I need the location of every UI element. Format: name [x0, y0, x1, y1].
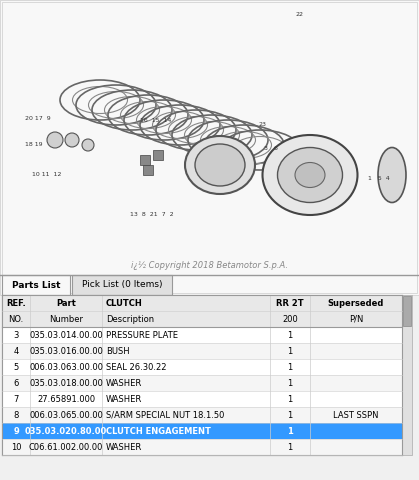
Text: S/ARM SPECIAL NUT 18.1.50: S/ARM SPECIAL NUT 18.1.50 — [106, 410, 225, 420]
Text: SEAL 26.30.22: SEAL 26.30.22 — [106, 362, 166, 372]
Text: P/N: P/N — [349, 314, 363, 324]
Ellipse shape — [185, 136, 255, 194]
Text: 27.65891.000: 27.65891.000 — [37, 395, 95, 404]
Ellipse shape — [295, 163, 325, 188]
Text: 1: 1 — [287, 331, 292, 339]
Text: WASHER: WASHER — [106, 443, 142, 452]
Text: 18 19: 18 19 — [25, 143, 43, 147]
Text: 3   6: 3 6 — [264, 145, 278, 151]
Text: Superseded: Superseded — [328, 299, 384, 308]
Bar — [2, 343, 402, 359]
Text: 8: 8 — [13, 410, 19, 420]
Text: 035.03.018.00.00: 035.03.018.00.00 — [29, 379, 103, 387]
Bar — [2, 295, 402, 455]
Ellipse shape — [195, 144, 245, 186]
Ellipse shape — [277, 147, 342, 203]
Bar — [2, 2, 417, 293]
Bar — [72, 275, 172, 295]
Ellipse shape — [47, 132, 63, 148]
Bar — [153, 150, 163, 160]
Text: 20 17  9: 20 17 9 — [25, 116, 51, 120]
Bar — [2, 439, 402, 455]
Bar — [403, 296, 411, 326]
Text: RR 2T: RR 2T — [276, 299, 304, 308]
Text: i¿½ Copyright 2018 Betamotor S.p.A.: i¿½ Copyright 2018 Betamotor S.p.A. — [130, 261, 287, 269]
Text: BUSH: BUSH — [106, 347, 129, 356]
Text: WASHER: WASHER — [106, 395, 142, 404]
Text: 006.03.065.00.00: 006.03.065.00.00 — [29, 410, 103, 420]
Text: Pick List (0 Items): Pick List (0 Items) — [82, 280, 162, 289]
Text: 1: 1 — [287, 347, 292, 356]
Text: 1: 1 — [287, 443, 292, 452]
Bar — [2, 375, 402, 391]
Text: Part: Part — [56, 299, 76, 308]
Bar — [402, 295, 412, 455]
Ellipse shape — [82, 139, 94, 151]
Text: 16  15  14: 16 15 14 — [140, 118, 171, 122]
Text: REF.: REF. — [6, 299, 26, 308]
Bar — [2, 295, 402, 311]
Bar — [2, 359, 402, 375]
Text: CLUTCH: CLUTCH — [106, 299, 143, 308]
Text: 200: 200 — [282, 314, 298, 324]
Ellipse shape — [262, 135, 357, 215]
Text: CLUTCH ENGAGEMENT: CLUTCH ENGAGEMENT — [106, 427, 211, 435]
Text: 3: 3 — [13, 331, 19, 339]
Text: 23: 23 — [258, 122, 266, 128]
Text: 7: 7 — [13, 395, 19, 404]
Text: 006.03.063.00.00: 006.03.063.00.00 — [29, 362, 103, 372]
Text: 10 11  12: 10 11 12 — [32, 172, 61, 178]
Text: 1: 1 — [287, 362, 292, 372]
Bar — [143, 165, 153, 175]
Text: 5: 5 — [13, 362, 18, 372]
Text: 035.03.016.00.00: 035.03.016.00.00 — [29, 347, 103, 356]
Bar — [2, 407, 402, 423]
Text: 22: 22 — [295, 12, 303, 17]
Text: 035.03.020.80.00: 035.03.020.80.00 — [25, 427, 107, 435]
Text: 4: 4 — [13, 347, 18, 356]
Text: 1: 1 — [287, 379, 292, 387]
Bar — [140, 155, 150, 165]
Text: 10: 10 — [11, 443, 21, 452]
Text: 9: 9 — [13, 427, 19, 435]
Bar — [0, 0, 419, 295]
Text: 1   5  4: 1 5 4 — [368, 176, 390, 180]
Text: 6: 6 — [13, 379, 19, 387]
Text: 035.03.014.00.00: 035.03.014.00.00 — [29, 331, 103, 339]
Ellipse shape — [378, 147, 406, 203]
Text: 13  8  21  7  2: 13 8 21 7 2 — [130, 213, 173, 217]
Text: Number: Number — [49, 314, 83, 324]
Text: WASHER: WASHER — [106, 379, 142, 387]
Text: PRESSURE PLATE: PRESSURE PLATE — [106, 331, 178, 339]
Text: NO.: NO. — [8, 314, 23, 324]
Text: Description: Description — [106, 314, 154, 324]
Ellipse shape — [65, 133, 79, 147]
Bar — [2, 327, 402, 343]
Bar — [2, 311, 402, 327]
Text: C06.61.002.00.00: C06.61.002.00.00 — [29, 443, 103, 452]
Text: 1: 1 — [287, 395, 292, 404]
Bar — [2, 423, 402, 439]
Text: 1: 1 — [287, 427, 293, 435]
Bar — [2, 275, 70, 295]
Text: LAST SSPN: LAST SSPN — [333, 410, 379, 420]
Text: Parts List: Parts List — [12, 280, 60, 289]
Text: 1: 1 — [287, 410, 292, 420]
Bar — [2, 391, 402, 407]
